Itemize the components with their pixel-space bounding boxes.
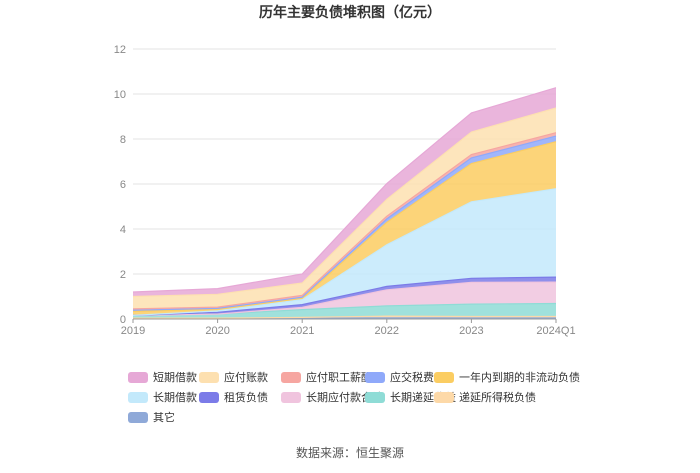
x-tick-label: 2020 [205,325,229,337]
legend-label: 应付账款 [224,372,268,384]
legend-item[interactable]: 应付账款 [199,369,268,385]
legend-swatch [365,371,385,383]
area-一年内到期的非流动负债 [133,141,556,316]
y-tick-label: 12 [114,44,126,56]
area-租赁负债 [133,277,556,316]
x-tick-label: 2024Q1 [536,325,575,337]
area-top-line-短期借款 [132,87,557,293]
legend-item[interactable]: 其它 [128,409,175,425]
area-top-line-一年内到期的非流动负债 [132,141,557,312]
legend-swatch [128,371,148,383]
data-source-note: 数据来源：恒生聚源 [295,446,404,460]
legend-swatch [128,391,148,403]
axes: 0 2 4 6 8 10 12 2019 2020 2021 2022 2023 2024Q1 [114,44,576,337]
legend-swatch [434,391,454,403]
legend-label: 短期借款 [153,372,197,384]
y-tick-label: 4 [120,224,126,236]
area-应付账款 [133,108,556,309]
legend-swatch [128,411,148,423]
legend-item[interactable]: 租赁负债 [199,389,268,405]
legend-label: 应付职工薪酬 [306,372,372,384]
area-top-line-应交税费 [132,135,557,311]
legend-label: 租赁负债 [224,392,268,404]
area-长期递延收益 [133,303,556,319]
x-tick-label: 2022 [375,325,399,337]
legend-label: 递延所得税负债 [459,392,536,404]
area-长期借款 [133,188,556,316]
area-series [133,87,556,319]
legend-label: 长期借款 [153,392,197,404]
area-短期借款 [133,87,556,297]
legend-swatch [365,391,385,403]
series-top-lines [132,87,557,319]
legend-swatch [434,371,454,383]
y-tick-label: 0 [120,314,126,326]
x-tick-label: 2021 [290,325,314,337]
legend-item[interactable]: 短期借款 [128,369,197,385]
legend-swatch [199,371,219,383]
legend-label: 一年内到期的非流动负债 [459,372,580,384]
legend-label: 其它 [153,412,175,424]
area-top-line-应付账款 [132,107,557,298]
legend-swatch [281,371,301,383]
legend-label: 长期应付款合计 [306,392,383,404]
x-tick-label: 2023 [459,325,483,337]
legend-item[interactable]: 长期应付款合计 [281,389,383,405]
legend-item[interactable]: 一年内到期的非流动负债 [434,369,580,385]
legend-item[interactable]: 应付职工薪酬 [281,369,372,385]
legend-item[interactable]: 递延所得税负债 [434,389,536,405]
y-tick-label: 6 [120,179,126,191]
y-tick-label: 2 [120,269,126,281]
x-tick-label: 2019 [121,325,145,337]
chart-title: 历年主要负债堆积图（亿元） [259,4,441,20]
area-top-line-长期应付款合计 [132,281,557,316]
area-top-line-租赁负债 [132,276,557,316]
legend-swatch [199,391,219,403]
area-top-line-应付职工薪酬 [132,132,557,310]
legend-item[interactable]: 应交税费 [365,369,434,385]
legend-swatch [281,391,301,403]
legend-label: 应交税费 [390,372,434,384]
area-top-line-递延所得税负债 [133,315,556,319]
y-tick-label: 10 [114,89,126,101]
area-top-line-长期借款 [132,188,557,316]
y-tick-label: 8 [120,134,126,146]
legend-item[interactable]: 长期借款 [128,389,197,405]
